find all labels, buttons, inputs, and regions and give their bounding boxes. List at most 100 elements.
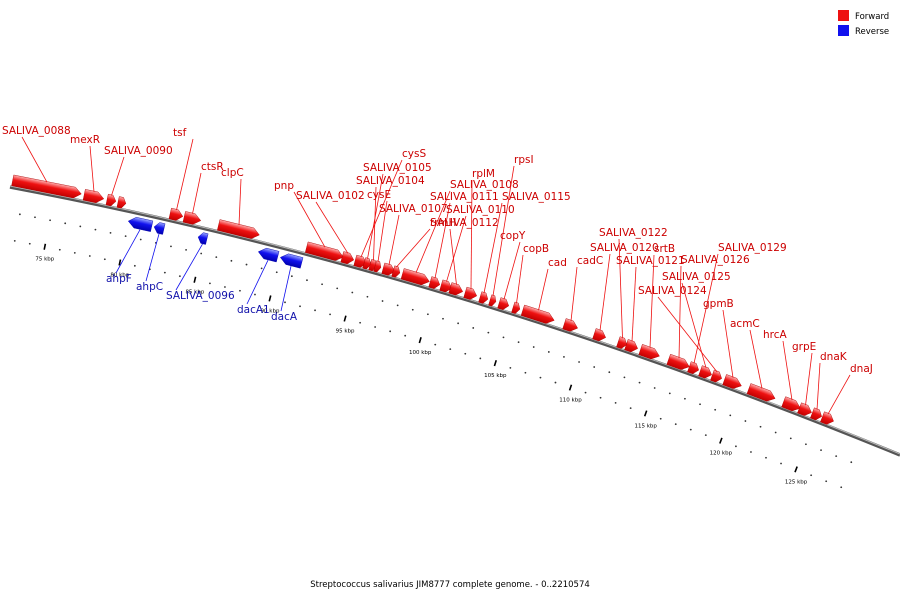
minor-tick <box>524 371 527 374</box>
minor-tick <box>599 396 602 399</box>
minor-tick <box>109 231 112 234</box>
minor-tick <box>245 263 248 266</box>
tick-label: 120 kbp <box>710 451 733 457</box>
gene-leader-line <box>722 309 734 378</box>
gene-arrow <box>488 294 497 307</box>
minor-tick <box>215 256 218 259</box>
major-tick <box>118 259 122 266</box>
minor-tick <box>230 259 233 262</box>
gene-label: gpmB <box>703 298 734 310</box>
minor-tick <box>290 275 293 278</box>
gene-label: dnaJ <box>850 363 873 375</box>
minor-tick <box>139 238 142 241</box>
gene-label: SALIVA_0090 <box>104 145 173 157</box>
gene-saliva-0110: SALIVA_0110 <box>439 204 515 293</box>
gene-label: acmC <box>730 318 760 330</box>
gene-leader-line <box>396 228 431 268</box>
minor-tick <box>704 434 707 437</box>
gene-label: rplM <box>472 168 495 180</box>
gene-label: copY <box>500 230 526 242</box>
minor-tick <box>840 486 843 489</box>
minor-tick <box>64 222 67 225</box>
minor-tick <box>608 371 611 374</box>
gene-saliva-0104: SALIVA_0104 <box>356 175 425 272</box>
gene-leader-line <box>280 266 292 312</box>
tick-label: 115 kbp <box>634 423 657 429</box>
minor-tick <box>185 248 187 251</box>
gene-arrow <box>428 276 441 289</box>
major-tick <box>343 315 347 322</box>
gene-arrow <box>257 247 280 263</box>
gene-trmh: trmH <box>391 217 456 278</box>
minor-tick <box>13 239 16 242</box>
minor-tick <box>103 258 106 261</box>
gene-label: SALIVA_0108 <box>450 179 519 191</box>
gene-arrow <box>562 318 578 332</box>
gene-leader-line <box>21 136 48 183</box>
gene-label: SALIVA_0088 <box>2 125 71 137</box>
gene-arrow <box>638 344 660 360</box>
tick-label: 75 kbp <box>35 257 54 263</box>
minor-tick <box>239 289 241 292</box>
gene-leader-line <box>377 200 388 262</box>
minor-tick <box>133 264 136 267</box>
gene-saliva-0124: SALIVA_0124 <box>638 285 722 383</box>
minor-tick <box>209 282 211 285</box>
gene-label: copB <box>523 243 549 255</box>
gene-label: SALIVA_0129 <box>718 242 787 254</box>
gene-label: ctsR <box>201 161 224 173</box>
gene-ctsr: ctsR <box>182 161 224 225</box>
gene-label: clpC <box>221 167 244 179</box>
gene-label: mexR <box>70 134 100 146</box>
gene-arrow <box>746 383 776 402</box>
minor-tick <box>780 462 782 465</box>
gene-arrow <box>478 291 489 304</box>
gene-arrow <box>362 257 372 270</box>
gene-leader-line <box>649 254 655 348</box>
gene-arrow <box>116 196 127 209</box>
minor-tick <box>73 251 76 254</box>
gene-leader-line <box>749 329 763 389</box>
minor-tick <box>464 352 467 355</box>
gene-leader-line <box>111 156 125 196</box>
gene-arrow <box>105 193 117 207</box>
gene-arrow <box>373 260 382 273</box>
major-tick <box>719 437 723 444</box>
gene-arrow <box>127 217 154 232</box>
minor-tick <box>275 271 278 274</box>
minor-tick <box>820 449 822 452</box>
minor-tick <box>163 271 166 274</box>
gene-leader-line <box>570 266 578 321</box>
gene-leader-line <box>175 243 203 291</box>
minor-tick <box>563 356 565 358</box>
gene-leader-line <box>492 165 515 296</box>
minor-tick <box>359 321 362 324</box>
gene-leader-line <box>503 241 521 300</box>
legend-forward-label: Forward <box>855 12 889 22</box>
tick-label: 110 kbp <box>559 398 582 404</box>
minor-tick <box>835 455 838 458</box>
gene-arrow <box>616 336 627 349</box>
minor-tick <box>170 245 172 248</box>
minor-tick <box>124 235 127 238</box>
gene-daca1: dacA1 <box>237 247 280 316</box>
minor-tick <box>178 275 181 278</box>
gene-hrca: hrcA <box>763 329 801 412</box>
gene-rplm: rplM <box>463 168 495 300</box>
tick-label: 100 kbp <box>409 350 432 356</box>
minor-tick <box>750 451 752 453</box>
minor-tick <box>547 351 550 353</box>
tick-label: 90 kbp <box>261 308 280 314</box>
gene-cyse: cysE <box>367 189 391 273</box>
gene-arrow <box>439 279 453 293</box>
minor-tick <box>314 309 316 312</box>
gene-leader-line <box>538 268 549 311</box>
minor-tick <box>593 366 596 368</box>
legend-reverse-swatch <box>838 25 849 36</box>
minor-tick <box>689 428 692 431</box>
gene-saliva-0120: SALIVA_0120 <box>590 242 659 342</box>
minor-tick <box>759 425 762 428</box>
gene-dnak: dnaK <box>810 351 848 421</box>
